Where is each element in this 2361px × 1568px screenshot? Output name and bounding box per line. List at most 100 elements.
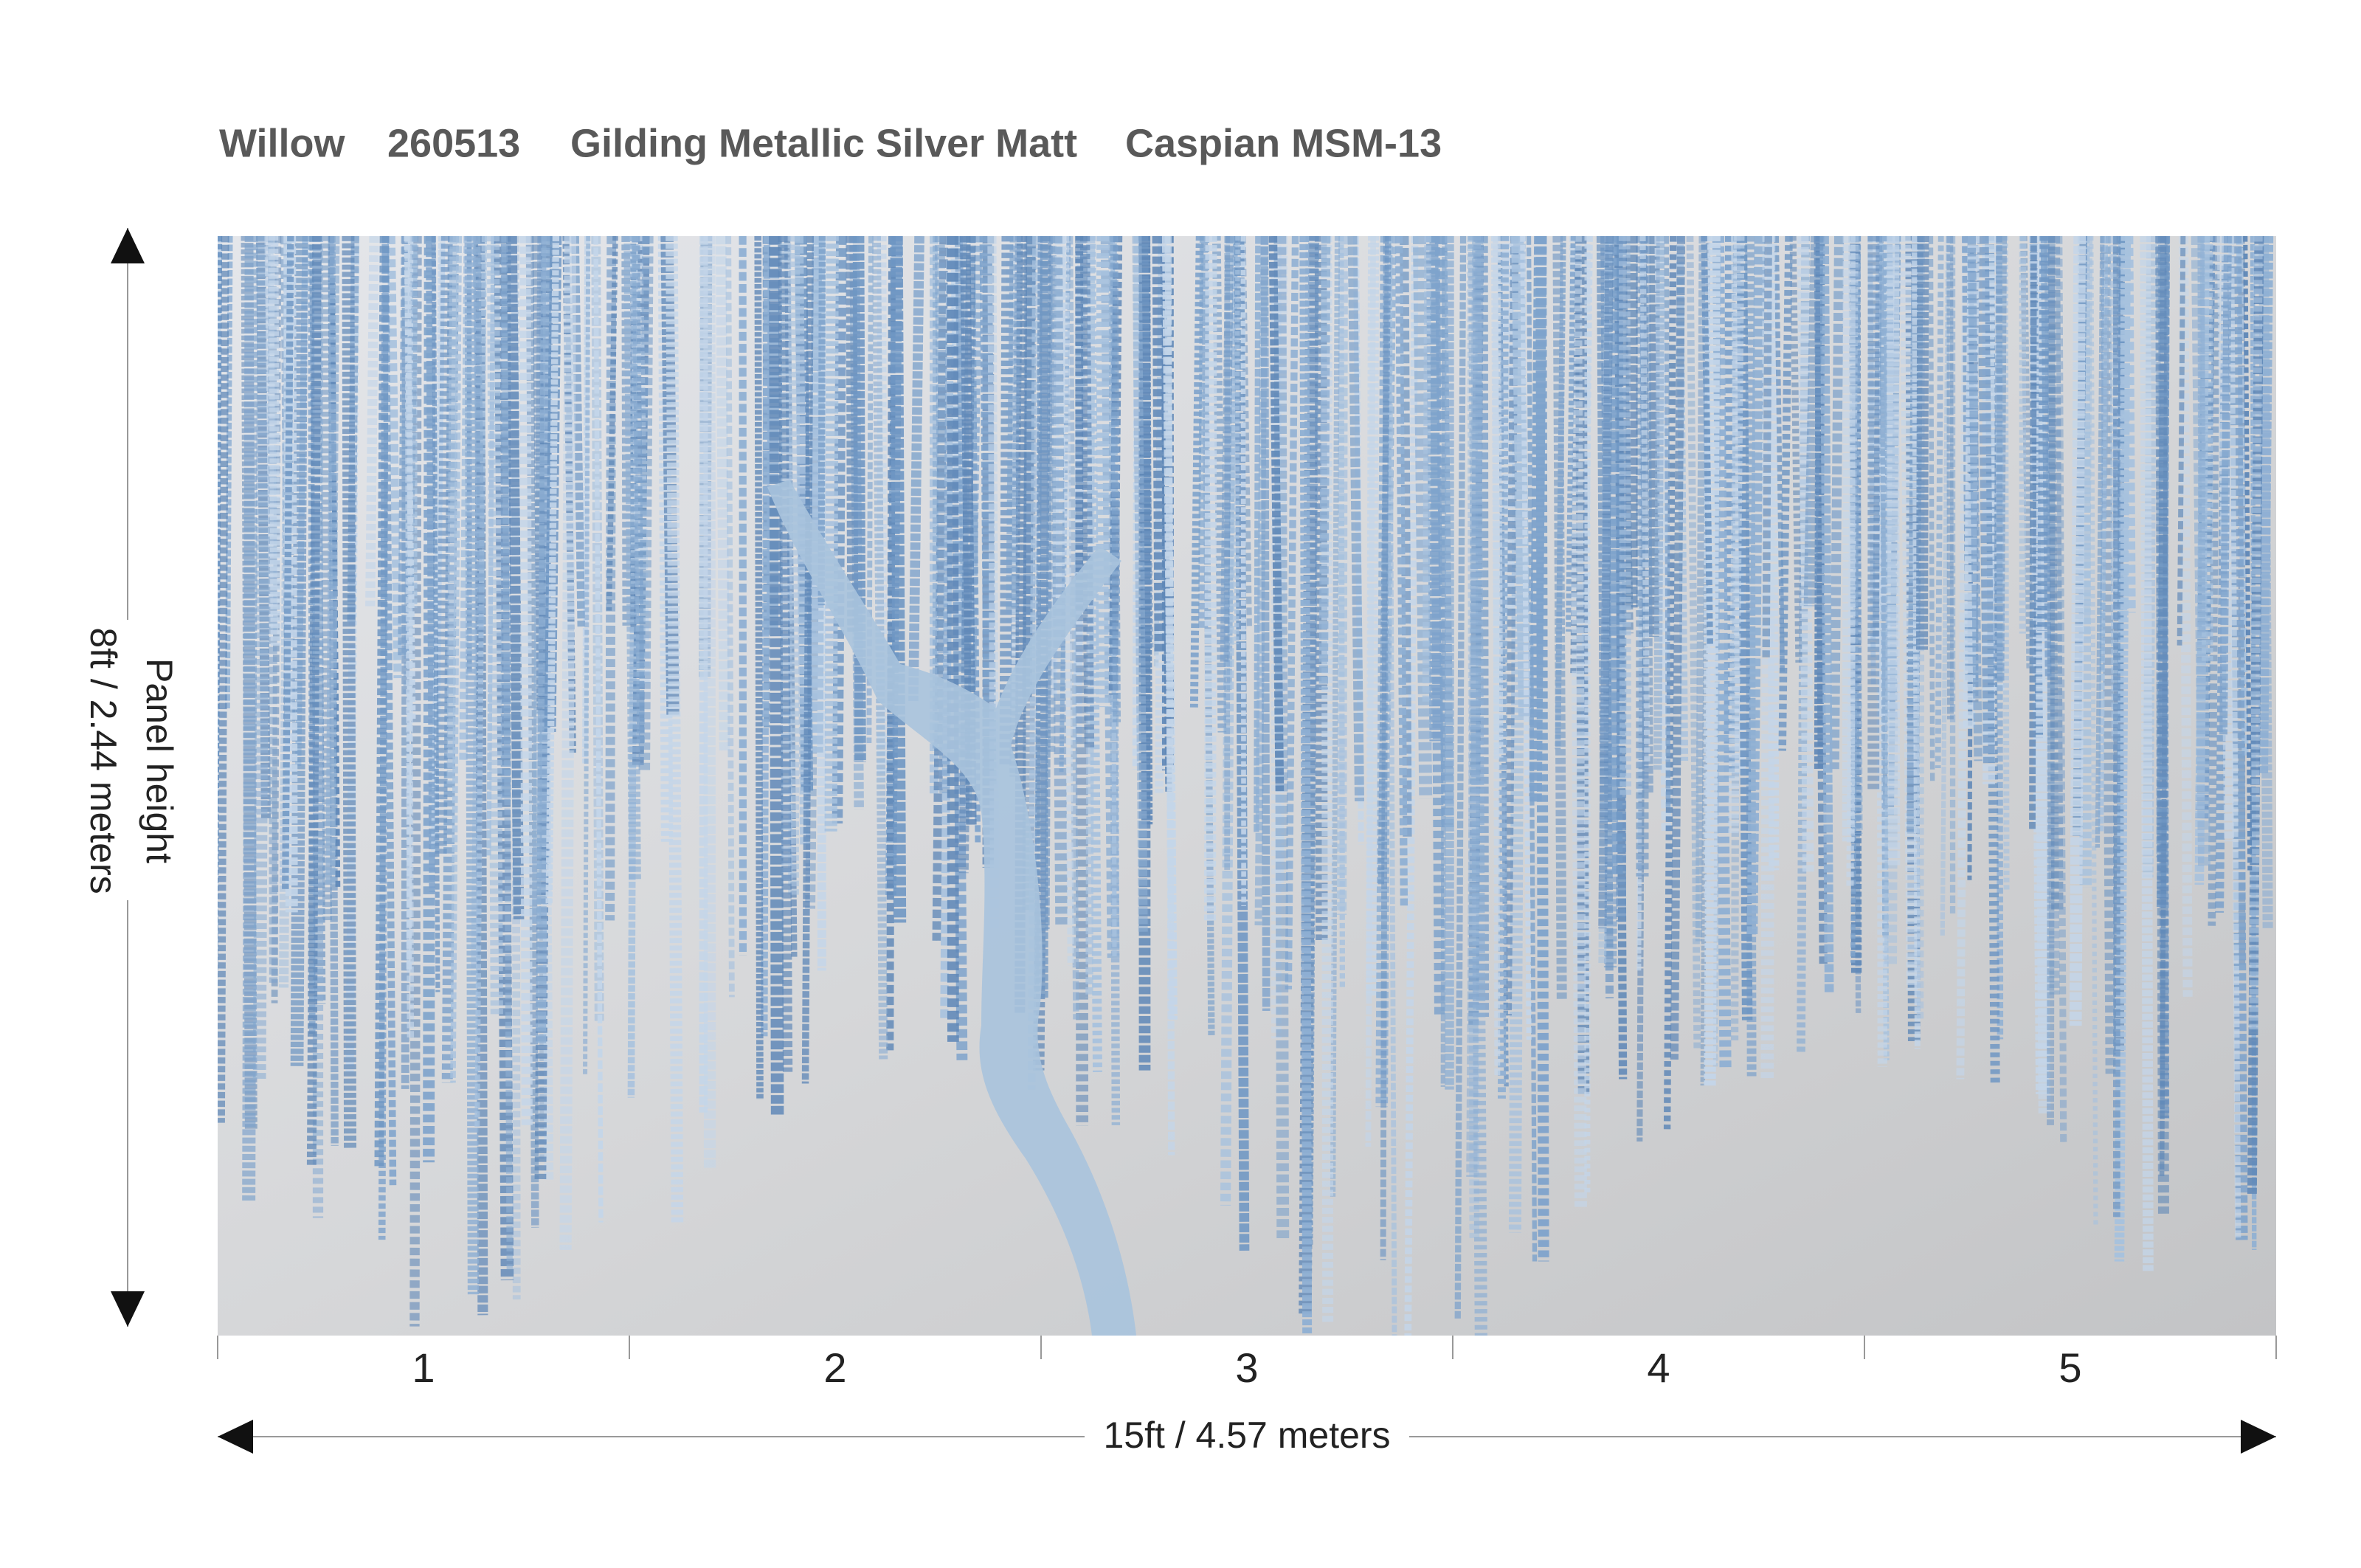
willow-strand <box>506 236 525 919</box>
panel-number: 3 <box>1235 1344 1258 1391</box>
willow-strand <box>1566 236 1576 632</box>
willow-strand <box>2020 236 2034 670</box>
arrow-left <box>218 1420 253 1454</box>
willow-strand <box>2099 236 2111 671</box>
willow-strand <box>1555 236 1566 750</box>
willow-strand <box>1664 236 1671 807</box>
willow-strand <box>1079 236 1095 748</box>
willow-strand <box>846 236 859 632</box>
willow-strand <box>571 236 586 627</box>
willow-strand <box>1211 236 1227 733</box>
willow-strand <box>1848 236 1863 834</box>
willow-strand <box>1616 236 1627 922</box>
willow-strand <box>1829 236 1845 770</box>
arrow-down <box>111 1291 145 1327</box>
willow-strand <box>536 236 552 1043</box>
willow-strand <box>1526 236 1538 1262</box>
willow-strand <box>545 236 560 904</box>
willow-strand <box>472 236 485 631</box>
willow-strand <box>1425 236 1442 742</box>
willow-strand <box>1569 236 1588 1208</box>
willow-strand <box>218 236 223 1027</box>
willow-strand <box>2247 236 2264 1194</box>
willow-strand <box>1386 236 1397 1336</box>
willow-strand <box>325 236 340 885</box>
willow-strand <box>1164 236 1175 1156</box>
willow-strand <box>666 236 684 1224</box>
willow-strand <box>657 236 674 842</box>
willow-strand <box>1198 236 1210 629</box>
willow-strand <box>1404 236 1419 1336</box>
title-part: 260513 <box>387 121 520 165</box>
willow-strand <box>715 236 730 751</box>
willow-strand <box>801 236 815 1084</box>
willow-strand <box>1535 236 1549 1262</box>
willow-strand <box>1066 236 1079 1020</box>
willow-strand <box>1394 236 1408 906</box>
willow-strand <box>1842 236 1856 842</box>
willow-strand <box>1789 236 1802 663</box>
willow-strand <box>605 236 617 921</box>
willow-strand <box>2095 236 2105 848</box>
willow-strand <box>283 236 298 913</box>
willow-strand <box>1110 236 1121 722</box>
willow-strand <box>1520 236 1532 1040</box>
willow-strand <box>1412 236 1433 799</box>
willow-strand <box>1746 236 1766 936</box>
willow-strand <box>381 236 397 1186</box>
willow-strand <box>1977 236 1995 764</box>
title-part: Willow <box>219 121 345 165</box>
willow-strand <box>2229 236 2248 1240</box>
willow-strand <box>1648 236 1660 637</box>
willow-strand <box>2047 236 2056 1125</box>
willow-strand <box>1203 236 1217 923</box>
willow-strand <box>374 236 390 1167</box>
willow-strand <box>1034 236 1043 992</box>
willow-strand <box>486 236 503 1015</box>
willow-strand <box>1940 236 1951 936</box>
willow-strand <box>446 236 457 784</box>
willow-strand <box>1073 236 1087 743</box>
willow-strand <box>2258 236 2273 928</box>
willow-strand <box>1967 236 1983 761</box>
willow-strand <box>703 236 716 1169</box>
willow-strand <box>725 236 735 998</box>
willow-strand <box>282 236 294 889</box>
willow-strand <box>1993 236 2008 683</box>
willow-strand <box>999 236 1014 765</box>
willow-strand <box>1075 236 1089 1126</box>
willow-strand <box>464 236 480 1295</box>
willow-strand <box>767 236 780 628</box>
willow-strand <box>1050 236 1068 927</box>
willow-strand <box>1508 236 1526 1233</box>
willow-strand <box>1377 236 1392 887</box>
willow-strand <box>268 236 281 646</box>
willow-strand <box>1497 236 1510 1099</box>
willow-strand <box>1161 236 1178 1020</box>
title-row: Willow 260513 Gilding Metallic Silver Matt… <box>219 121 1442 165</box>
willow-strand <box>940 236 955 1018</box>
willow-strand <box>1803 236 1824 607</box>
willow-strand <box>501 236 513 1270</box>
willow-strand <box>1887 236 1901 866</box>
willow-strand <box>1762 236 1772 657</box>
willow-strand <box>2243 236 2253 871</box>
willow-strand <box>1152 236 1166 653</box>
willow-strand <box>1879 236 1889 936</box>
willow-strand <box>1797 236 1811 1053</box>
willow-strand <box>632 236 645 745</box>
willow-strand <box>1330 236 1341 1197</box>
willow-strand <box>1695 236 1706 942</box>
willow-strand <box>2028 236 2049 1094</box>
willow-strand <box>1701 236 1713 646</box>
willow-strand <box>425 236 435 893</box>
willow-strand <box>1503 236 1519 1016</box>
willow-strand <box>890 236 907 923</box>
willow-strand <box>1014 236 1028 1013</box>
willow-strand <box>2249 236 2263 1031</box>
willow-artwork <box>218 236 2274 1336</box>
title-part: Gilding Metallic Silver Matt <box>570 121 1077 165</box>
arrow-up <box>111 228 145 263</box>
